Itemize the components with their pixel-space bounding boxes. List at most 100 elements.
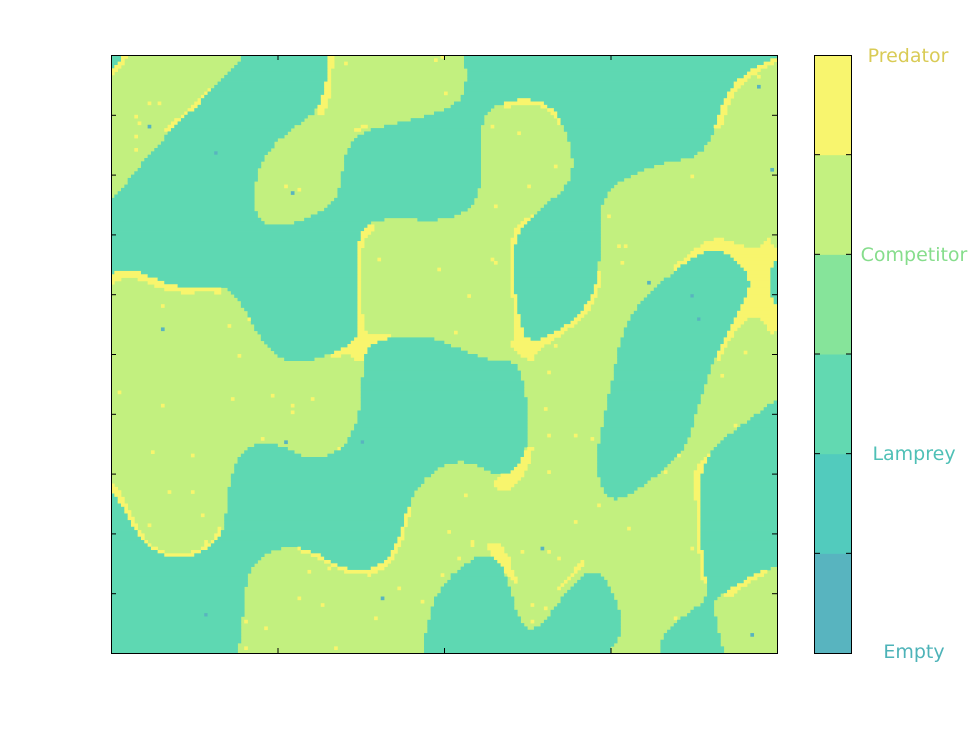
heatmap-cell-run-predator (200, 94, 205, 99)
heatmap-cell-run-lamprey (463, 460, 521, 464)
colorbar-label-competitor: Competitor (861, 244, 968, 266)
heatmap-cell-run-predator (334, 646, 338, 651)
heatmap-cell-run-lamprey (703, 556, 778, 561)
heatmap-cell-run-lamprey (111, 211, 258, 215)
heatmap-cell-run-predator (130, 523, 138, 528)
colorbar (815, 55, 851, 654)
heatmap-cell-run-lamprey (111, 513, 128, 518)
colorbar-segment (815, 354, 851, 455)
heatmap-cell-run-predator (354, 357, 365, 361)
heatmap-cell-run-lamprey (513, 284, 595, 288)
heatmap-cell-run-predator (563, 579, 568, 584)
heatmap-cell-run-predator (700, 559, 705, 564)
heatmap-cell-run-lamprey (427, 623, 525, 627)
heatmap-cell-run-lamprey (700, 513, 778, 518)
heatmap-cell-run-lamprey (703, 573, 755, 577)
heatmap-cell-run-lamprey (111, 241, 358, 245)
heatmap-cell-run-predator (510, 260, 515, 265)
heatmap-cell-run-predator (747, 274, 771, 278)
heatmap-cell-run-lamprey (427, 619, 521, 624)
heatmap-cell-run-predator (147, 543, 152, 548)
heatmap-cell-run-predator (497, 486, 511, 491)
heatmap-cell-run-predator (317, 111, 325, 116)
heatmap-cell-run-predator (327, 78, 332, 82)
heatmap-cell-run-predator (697, 543, 701, 548)
heatmap-cell-run-lamprey (463, 91, 728, 96)
heatmap-cell-run-lamprey (700, 603, 715, 607)
heatmap-cell-run-lamprey (360, 400, 528, 405)
heatmap-cell-run-predator (530, 214, 535, 219)
heatmap-cell-run-lamprey (111, 260, 358, 265)
heatmap-cell-run-predator (390, 550, 398, 554)
heatmap-cell-run-lamprey (237, 460, 458, 464)
heatmap-cell-run-predator (111, 68, 119, 72)
heatmap-cell-run-lamprey (320, 553, 392, 557)
heatmap-cell-run-predator (334, 350, 368, 355)
heatmap-cell-run-lamprey (753, 413, 778, 418)
heatmap-cell-run-lamprey (543, 619, 621, 624)
heatmap-cell-run-lamprey (463, 58, 771, 62)
heatmap-cell-run-lamprey (597, 470, 661, 474)
heatmap-cell-run-predator (587, 300, 595, 305)
heatmap-cell-run-lamprey (127, 181, 255, 185)
heatmap-cell-run-lamprey (150, 151, 215, 156)
heatmap-cell-run-lamprey (111, 629, 242, 634)
heatmap-cell-run-predator (513, 466, 528, 471)
heatmap-cell-run-lamprey (127, 177, 258, 182)
heatmap-cell-run-lamprey (700, 473, 778, 478)
heatmap-cell-run-predator (573, 520, 578, 524)
heatmap-cell-run-lamprey (550, 609, 621, 614)
heatmap-cell-run-lamprey (357, 134, 481, 139)
heatmap-cell-run-lamprey (523, 330, 555, 335)
heatmap-cell-run-predator (553, 330, 565, 335)
heatmap-cell-run-lamprey (577, 579, 608, 584)
heatmap-cell-run-predator (693, 470, 705, 474)
heatmap-cell-run-empty (647, 280, 651, 285)
heatmap-cell-run-predator (560, 327, 568, 332)
heatmap-cell-run-predator (214, 290, 222, 295)
heatmap-cell-run-predator (327, 55, 335, 59)
heatmap-cell-run-predator (317, 556, 325, 561)
heatmap-cell-run-predator (120, 58, 125, 62)
heatmap-cell-run-lamprey (347, 566, 372, 571)
heatmap-cell-run-predator (404, 520, 408, 524)
heatmap-cell-run-lamprey (207, 546, 282, 551)
heatmap-cell-run-predator (730, 324, 741, 328)
heatmap-cell-run-lamprey (347, 148, 481, 152)
heatmap-cell-run-predator (520, 354, 535, 358)
heatmap-cell-run-lamprey (111, 247, 358, 252)
heatmap-cell-run-lamprey (364, 363, 518, 368)
heatmap-cell-run-predator (137, 533, 145, 538)
heatmap-cell-run-predator (357, 264, 362, 268)
heatmap-cell-run-lamprey (517, 300, 588, 305)
heatmap-cell-run-lamprey (470, 559, 498, 564)
heatmap-cell-run-lamprey (111, 556, 262, 561)
heatmap-cell-run-predator (420, 599, 425, 604)
heatmap-cell-run-lamprey (573, 583, 608, 587)
heatmap-cell-run-lamprey (600, 437, 688, 441)
heatmap-cell-run-lamprey (463, 64, 758, 69)
heatmap-cell-run-lamprey (111, 207, 255, 212)
heatmap-cell-run-predator (114, 270, 142, 275)
heatmap-cell-run-predator (737, 310, 778, 315)
heatmap-cell-run-predator (134, 114, 138, 119)
heatmap-cell-run-lamprey (194, 553, 265, 557)
heatmap-cell-run-predator (583, 307, 591, 312)
heatmap-cell-run-predator (723, 98, 731, 102)
heatmap-cell-run-lamprey (663, 636, 721, 641)
heatmap-cell-run-predator (324, 81, 332, 86)
heatmap-cell-run-predator (157, 101, 162, 106)
heatmap-cell-run-lamprey (603, 490, 635, 494)
heatmap-cell-run-predator (497, 559, 511, 564)
heatmap-cell-run-lamprey (450, 573, 505, 577)
heatmap-cell-run-lamprey (770, 294, 778, 298)
heatmap-cell-run-lamprey (237, 456, 521, 461)
heatmap-cell-run-predator (404, 523, 408, 528)
heatmap-cell-run-lamprey (513, 290, 595, 295)
heatmap-cell-run-lamprey (623, 327, 731, 332)
heatmap-cell-run-lamprey (230, 473, 432, 478)
heatmap-cell-run-predator (317, 104, 328, 109)
heatmap-cell-run-lamprey (230, 483, 422, 488)
heatmap-cell-run-predator (563, 324, 575, 328)
heatmap-cell-run-predator (747, 277, 771, 282)
